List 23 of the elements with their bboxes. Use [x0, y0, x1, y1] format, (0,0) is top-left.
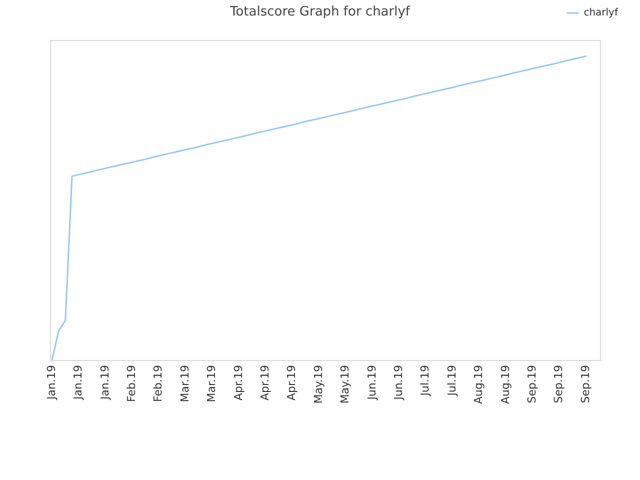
x-tick-label: May.19	[312, 365, 325, 404]
x-tick-label: Feb.19	[124, 365, 138, 402]
x-tick-label: Aug.19	[498, 365, 512, 404]
x-tick-label: Mar.19	[178, 365, 192, 402]
x-tick-label: Jan.19	[72, 365, 85, 400]
x-tick-label: Jun.19	[392, 365, 405, 401]
x-tick-label: Sep.19	[552, 365, 566, 404]
x-tick-label: Jul.19	[445, 365, 458, 397]
chart-title: Totalscore Graph for charlyf	[228, 4, 410, 20]
x-tick-label: Jan.19	[98, 365, 112, 400]
x-tick-label: Apr.19	[258, 365, 272, 401]
legend-label: charlyf	[584, 8, 618, 19]
x-tick-label: Jan.19	[44, 365, 58, 400]
x-tick-label: Apr.19	[232, 365, 245, 401]
x-tick-label: May.19	[338, 365, 352, 404]
x-tick-label: Sep.19	[525, 365, 538, 404]
x-tick-label: Aug.19	[472, 365, 486, 404]
x-tick-label: Jun.19	[365, 365, 378, 401]
x-tick-label: Apr.19	[285, 365, 298, 401]
x-tick-label: Feb.19	[152, 365, 165, 402]
x-tick-label: Mar.19	[205, 365, 218, 402]
x-tick-label: Jul.19	[418, 365, 432, 397]
x-tick-label: Sep.19	[578, 365, 592, 404]
